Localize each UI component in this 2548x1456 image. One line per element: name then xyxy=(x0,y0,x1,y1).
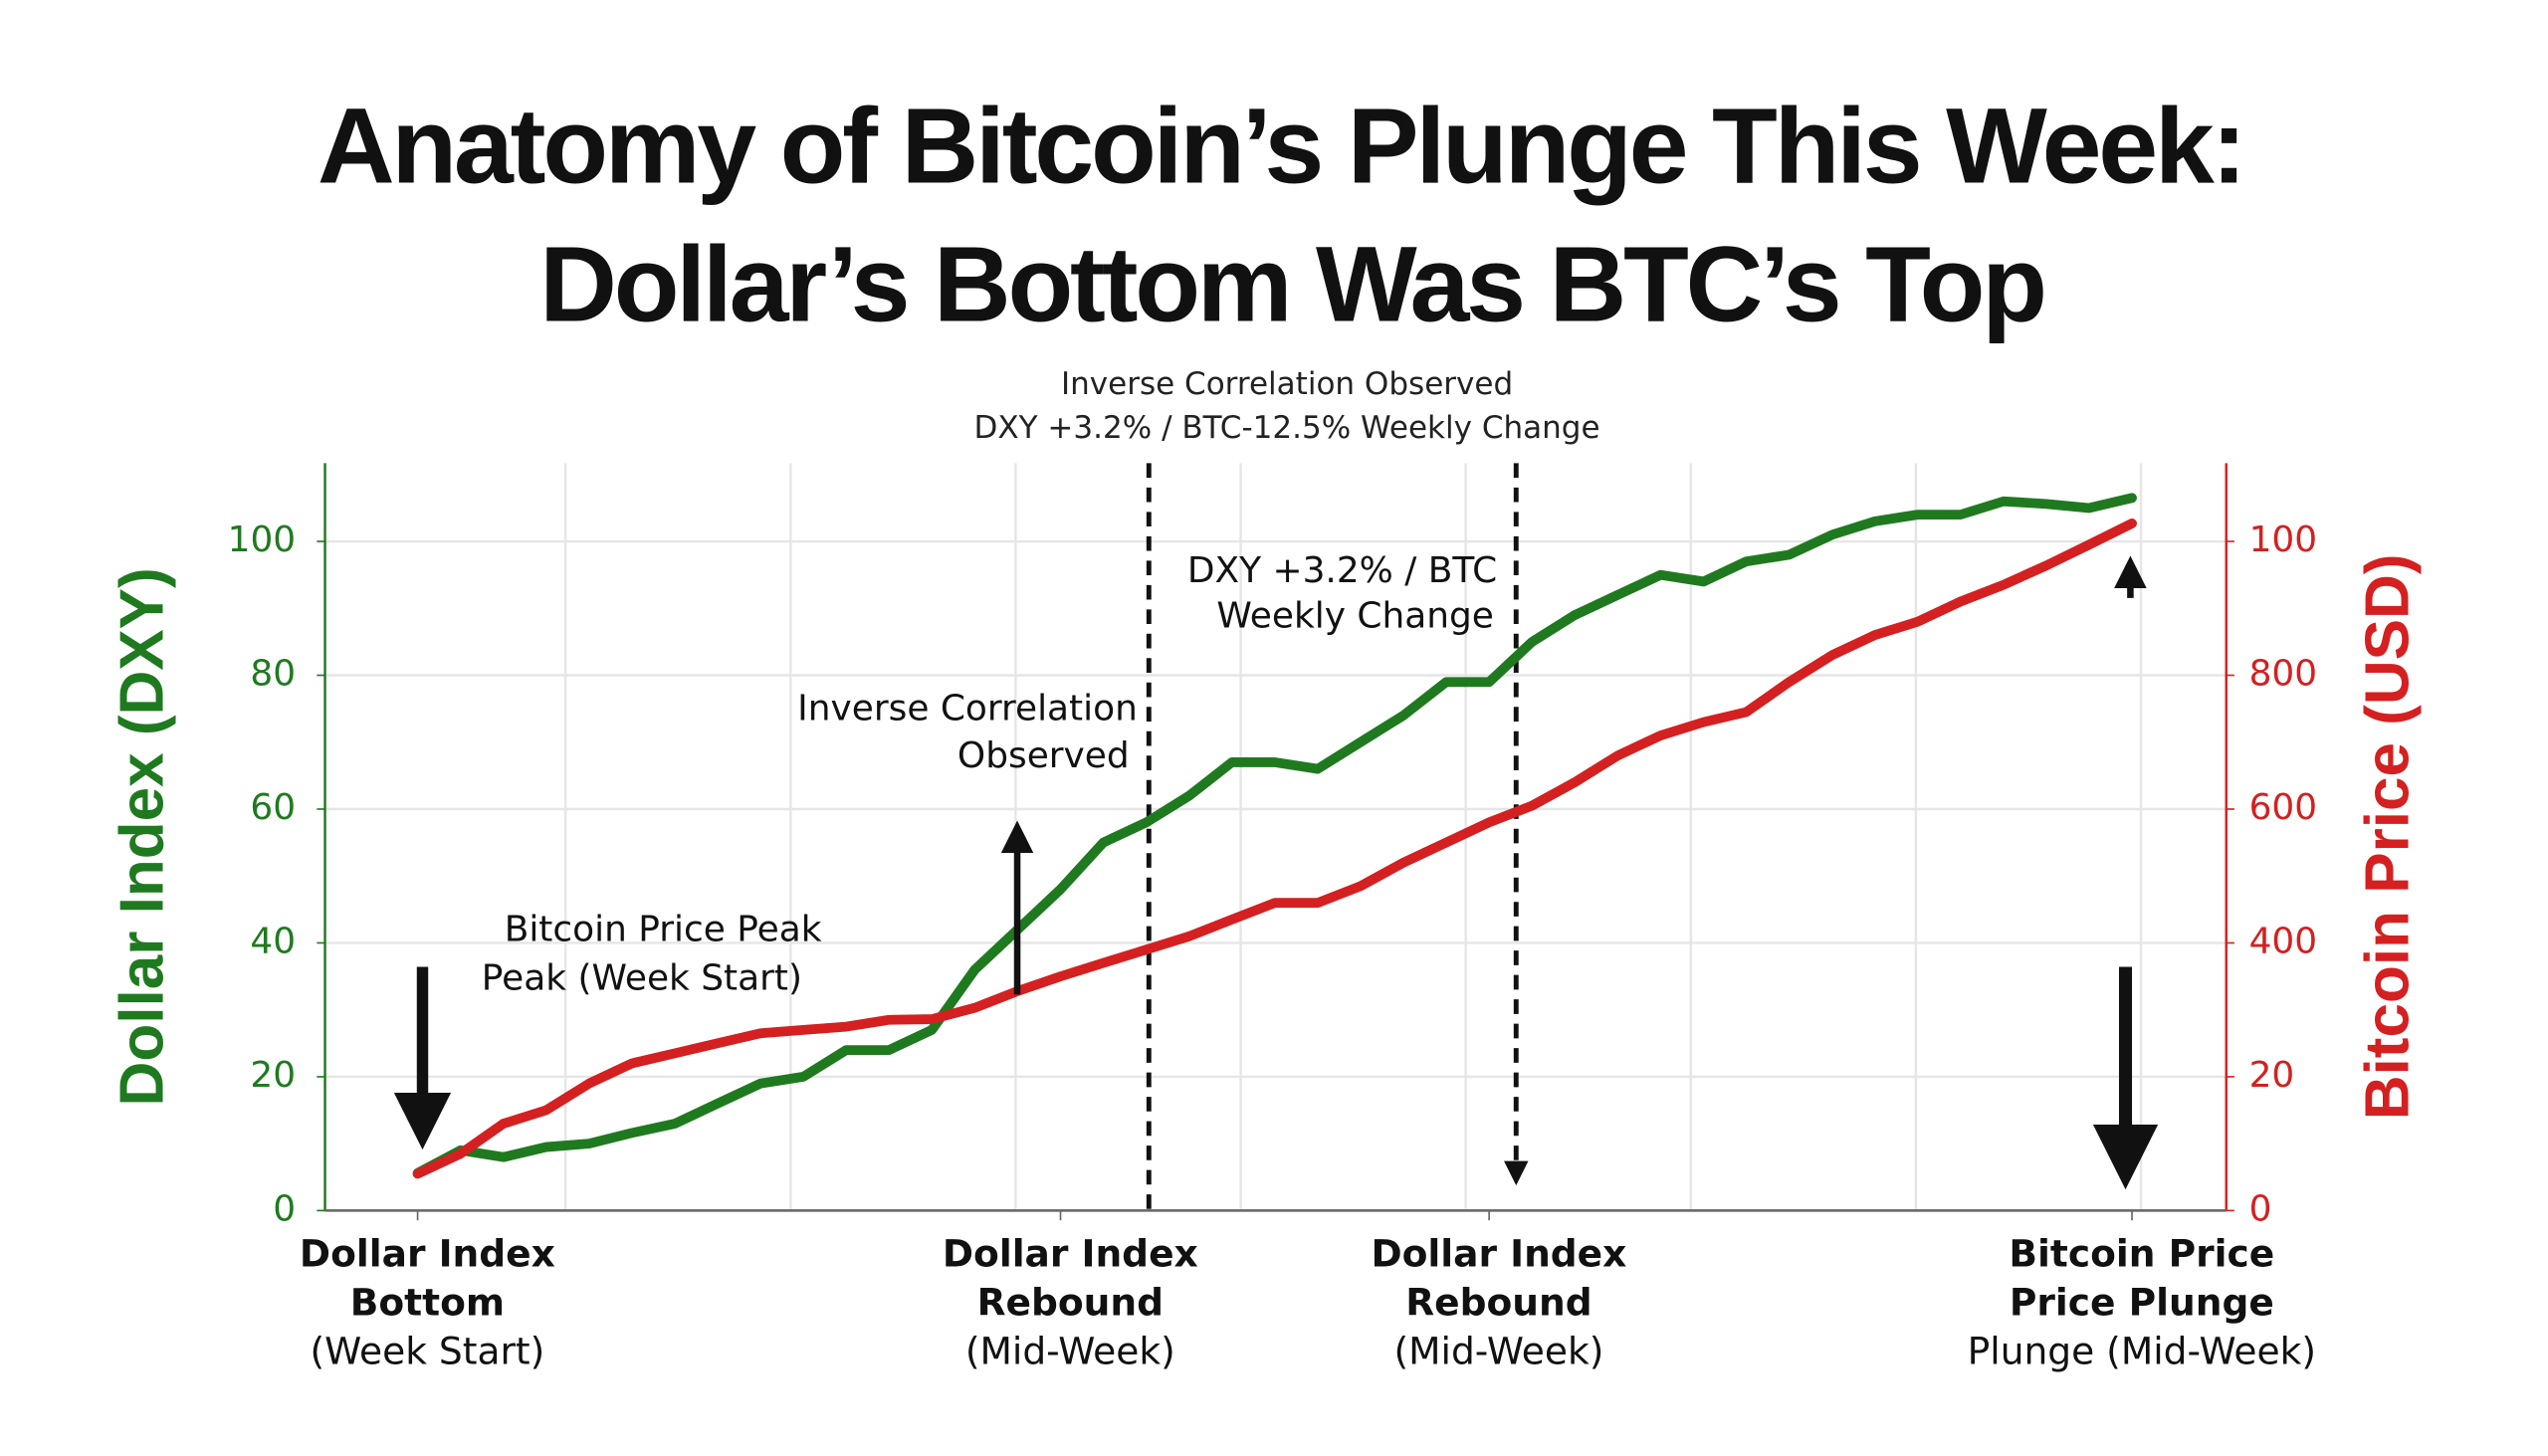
y2-tick-label: 800 xyxy=(2249,654,2318,695)
x-tick-label: Dollar Index xyxy=(1371,1232,1626,1276)
chart-title: Anatomy of Bitcoin’s Plunge This Week: xyxy=(318,86,2243,206)
y2-tick-label: 20 xyxy=(2249,1055,2295,1096)
y-tick-label: 20 xyxy=(250,1055,296,1096)
annotation: Inverse Correlation xyxy=(797,689,1138,729)
annotation: Peak (Week Start) xyxy=(482,958,802,999)
x-tick-label: (Week Start) xyxy=(310,1330,544,1373)
y2-tick-label: 600 xyxy=(2249,787,2318,828)
x-tick-label: Plunge (Mid-Week) xyxy=(1968,1330,2316,1373)
y2-tick-label: 100 xyxy=(2249,520,2318,560)
annotation: DXY +3.2% / BTC xyxy=(1187,550,1497,591)
y-tick-label: 0 xyxy=(273,1188,296,1229)
y2-axis-title: Bitcoin Price (USD) xyxy=(2354,554,2423,1121)
y-tick-label: 40 xyxy=(250,921,296,961)
x-tick-label: Bitcoin Price xyxy=(2009,1232,2274,1276)
chart-title: Dollar’s Bottom Was BTC’s Top xyxy=(539,223,2044,343)
plot xyxy=(412,493,2137,1179)
subtitle: Inverse Correlation Observed xyxy=(1061,366,1513,402)
annotation: Bitcoin Price Peak xyxy=(505,910,822,950)
line-series xyxy=(412,519,2137,1179)
x-tick-label: Bottom xyxy=(350,1281,505,1325)
x-tick-label: Price Plunge xyxy=(2010,1281,2274,1325)
x-tick-label: Rebound xyxy=(1405,1281,1592,1325)
y-tick-label: 60 xyxy=(250,787,296,828)
y-tick-label: 100 xyxy=(228,520,297,560)
x-tick-label: (Mid-Week) xyxy=(1393,1330,1603,1373)
subtitle: DXY +3.2% / BTC-12.5% Weekly Change xyxy=(974,410,1600,446)
y-axis-title: Dollar Index (DXY) xyxy=(107,567,176,1106)
y2-tick-label: 400 xyxy=(2249,921,2318,961)
annotation: Weekly Change xyxy=(1216,595,1493,636)
annotation: Observed xyxy=(957,735,1130,776)
x-tick-label: Rebound xyxy=(977,1281,1164,1325)
x-tick-label: (Mid-Week) xyxy=(965,1330,1175,1373)
grid xyxy=(324,463,2227,1212)
x-tick-label: Dollar Index xyxy=(943,1232,1198,1276)
y2-tick-label: 0 xyxy=(2249,1188,2272,1229)
line-series xyxy=(412,493,2137,1178)
x-tick-label: Dollar Index xyxy=(300,1232,555,1276)
y-tick-label: 80 xyxy=(250,654,296,695)
